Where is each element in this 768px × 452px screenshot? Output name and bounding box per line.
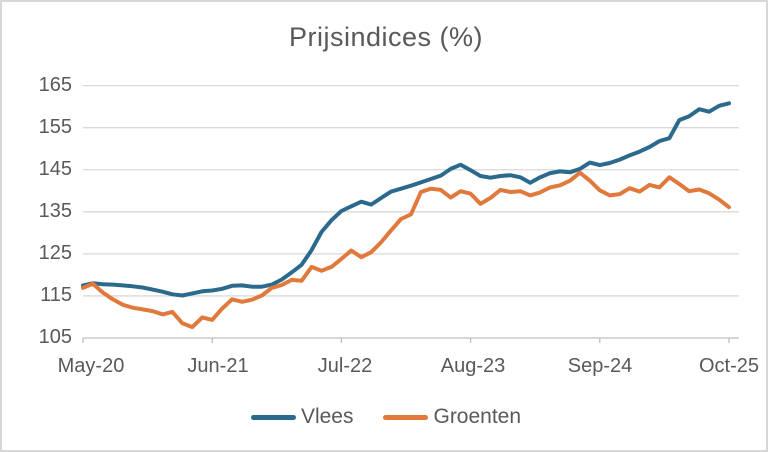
y-axis-tick-label: 145 bbox=[38, 157, 72, 180]
y-axis-tick-label: 155 bbox=[38, 115, 72, 138]
legend-item-groenten: Groenten bbox=[383, 405, 521, 429]
x-axis-tick-label: Oct-25 bbox=[698, 355, 760, 377]
legend-item-vlees: Vlees bbox=[250, 405, 354, 429]
series-line-groenten bbox=[81, 170, 731, 330]
legend-label: Groenten bbox=[433, 405, 522, 428]
legend: Vlees Groenten bbox=[2, 405, 766, 429]
legend-swatch-icon bbox=[250, 414, 296, 420]
x-axis-tick-label: Aug-23 bbox=[440, 355, 506, 377]
y-axis-tick-label: 125 bbox=[38, 241, 72, 264]
x-axis-tick-label: Sep-24 bbox=[567, 355, 633, 377]
legend-label: Vlees bbox=[300, 405, 354, 428]
y-axis-tick-label: 105 bbox=[38, 326, 72, 348]
y-axis-tick-label: 135 bbox=[38, 199, 72, 222]
series-line-vlees bbox=[81, 101, 731, 298]
legend-swatch-icon bbox=[383, 414, 429, 420]
y-axis-tick-label: 115 bbox=[40, 283, 72, 306]
x-axis-tick-label: May-20 bbox=[57, 355, 125, 377]
x-axis-tick-label: Jul-22 bbox=[317, 355, 373, 377]
y-axis-tick-label: 165 bbox=[38, 73, 72, 96]
chart-title: Prijsindices (%) bbox=[288, 22, 484, 52]
x-axis-tick-label: Jun-21 bbox=[187, 355, 249, 377]
